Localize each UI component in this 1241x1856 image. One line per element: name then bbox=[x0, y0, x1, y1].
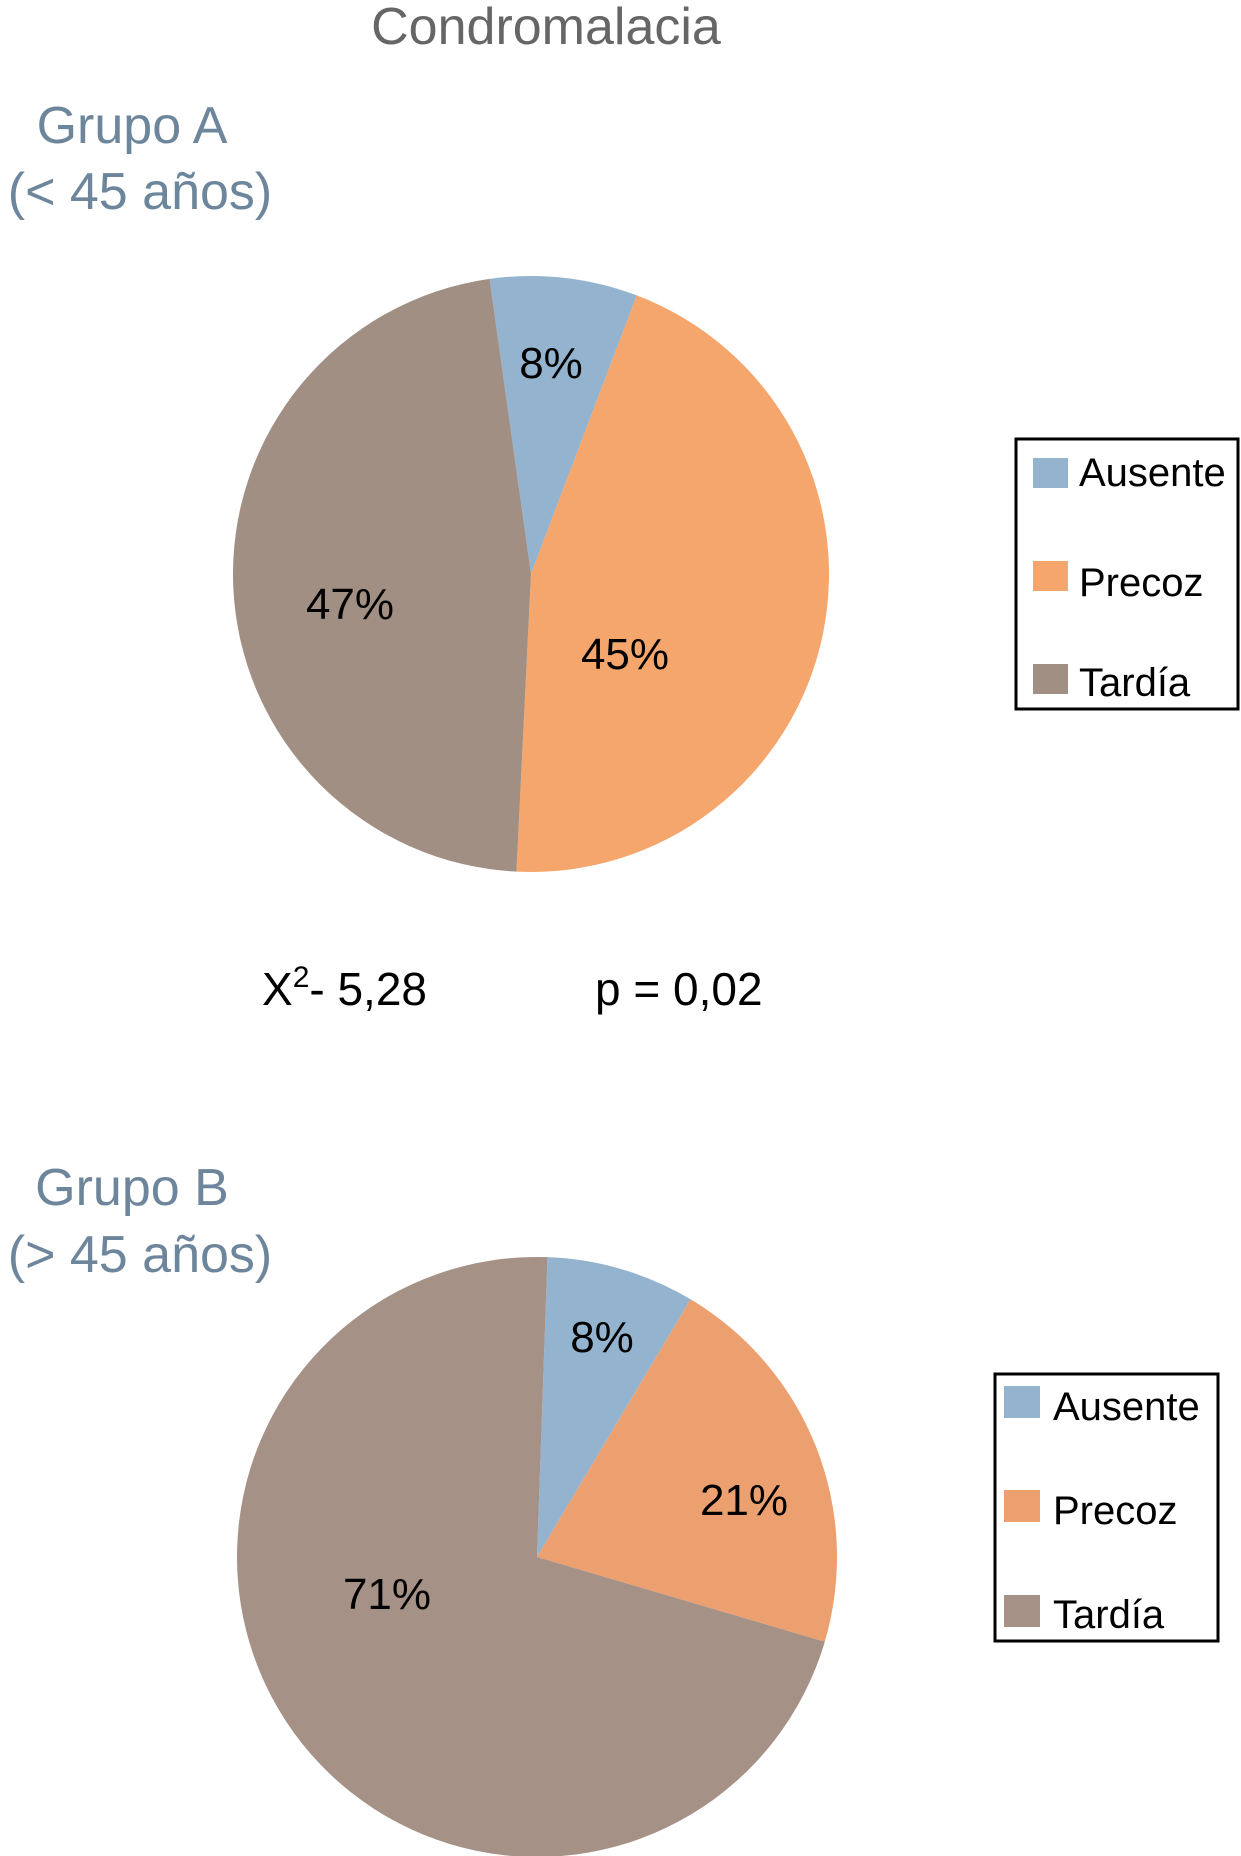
legend-b-label-tardia: Tardía bbox=[1053, 1593, 1165, 1637]
legend-b-label-ausente: Ausente bbox=[1053, 1385, 1200, 1429]
pie-b-label-precoz: 21% bbox=[700, 1476, 788, 1525]
legend-group-b: Ausente Precoz Tardía bbox=[993, 1372, 1220, 1643]
pie-a-slice-precoz bbox=[516, 295, 830, 872]
chart-title: Condromalacia bbox=[371, 0, 721, 56]
chi-square-exponent: 2 bbox=[293, 961, 310, 994]
pie-b-label-ausente: 8% bbox=[570, 1313, 634, 1362]
pie-a-slice-tardia bbox=[232, 278, 531, 872]
chi-square-stat: X2- 5,28 bbox=[262, 961, 427, 1015]
pie-a-label-tardia: 47% bbox=[306, 580, 394, 629]
p-value: p = 0,02 bbox=[595, 963, 763, 1015]
group-b-label: Grupo B bbox=[35, 1159, 229, 1217]
group-a-label: Grupo A bbox=[37, 97, 228, 155]
legend-b-swatch-ausente bbox=[1004, 1386, 1040, 1418]
legend-b-swatch-precoz bbox=[1004, 1490, 1040, 1522]
legend-a-swatch-tardia bbox=[1033, 664, 1068, 694]
legend-a-label-ausente: Ausente bbox=[1079, 451, 1226, 495]
chi-square-value: - 5,28 bbox=[309, 963, 427, 1015]
pie-b-slice-tardia bbox=[237, 1257, 825, 1856]
pie-b-slice-ausente bbox=[537, 1257, 691, 1557]
pie-a-slice-ausente bbox=[489, 276, 637, 574]
pie-chart-group-a bbox=[232, 276, 830, 872]
legend-group-a: Ausente Precoz Tardía bbox=[1014, 437, 1240, 711]
pie-b-data-labels: 8% 21% 71% bbox=[343, 1313, 788, 1619]
group-a-sublabel: (< 45 años) bbox=[8, 163, 273, 221]
pie-b-slice-precoz bbox=[537, 1299, 838, 1642]
pie-a-label-ausente: 8% bbox=[519, 339, 583, 388]
chi-square-symbol: X bbox=[262, 963, 293, 1015]
pie-chart-group-b bbox=[237, 1257, 838, 1856]
pie-a-label-precoz: 45% bbox=[581, 630, 669, 679]
legend-a-swatch-ausente bbox=[1033, 458, 1068, 488]
legend-a-label-precoz: Precoz bbox=[1079, 561, 1204, 605]
group-b-sublabel: (> 45 años) bbox=[8, 1226, 273, 1284]
legend-b-swatch-tardia bbox=[1004, 1595, 1040, 1627]
legend-b-label-precoz: Precoz bbox=[1053, 1489, 1178, 1533]
legend-a-label-tardia: Tardía bbox=[1079, 661, 1191, 705]
legend-a-swatch-precoz bbox=[1033, 561, 1068, 591]
pie-a-data-labels: 8% 45% 47% bbox=[306, 339, 669, 679]
pie-b-label-tardia: 71% bbox=[343, 1570, 431, 1619]
